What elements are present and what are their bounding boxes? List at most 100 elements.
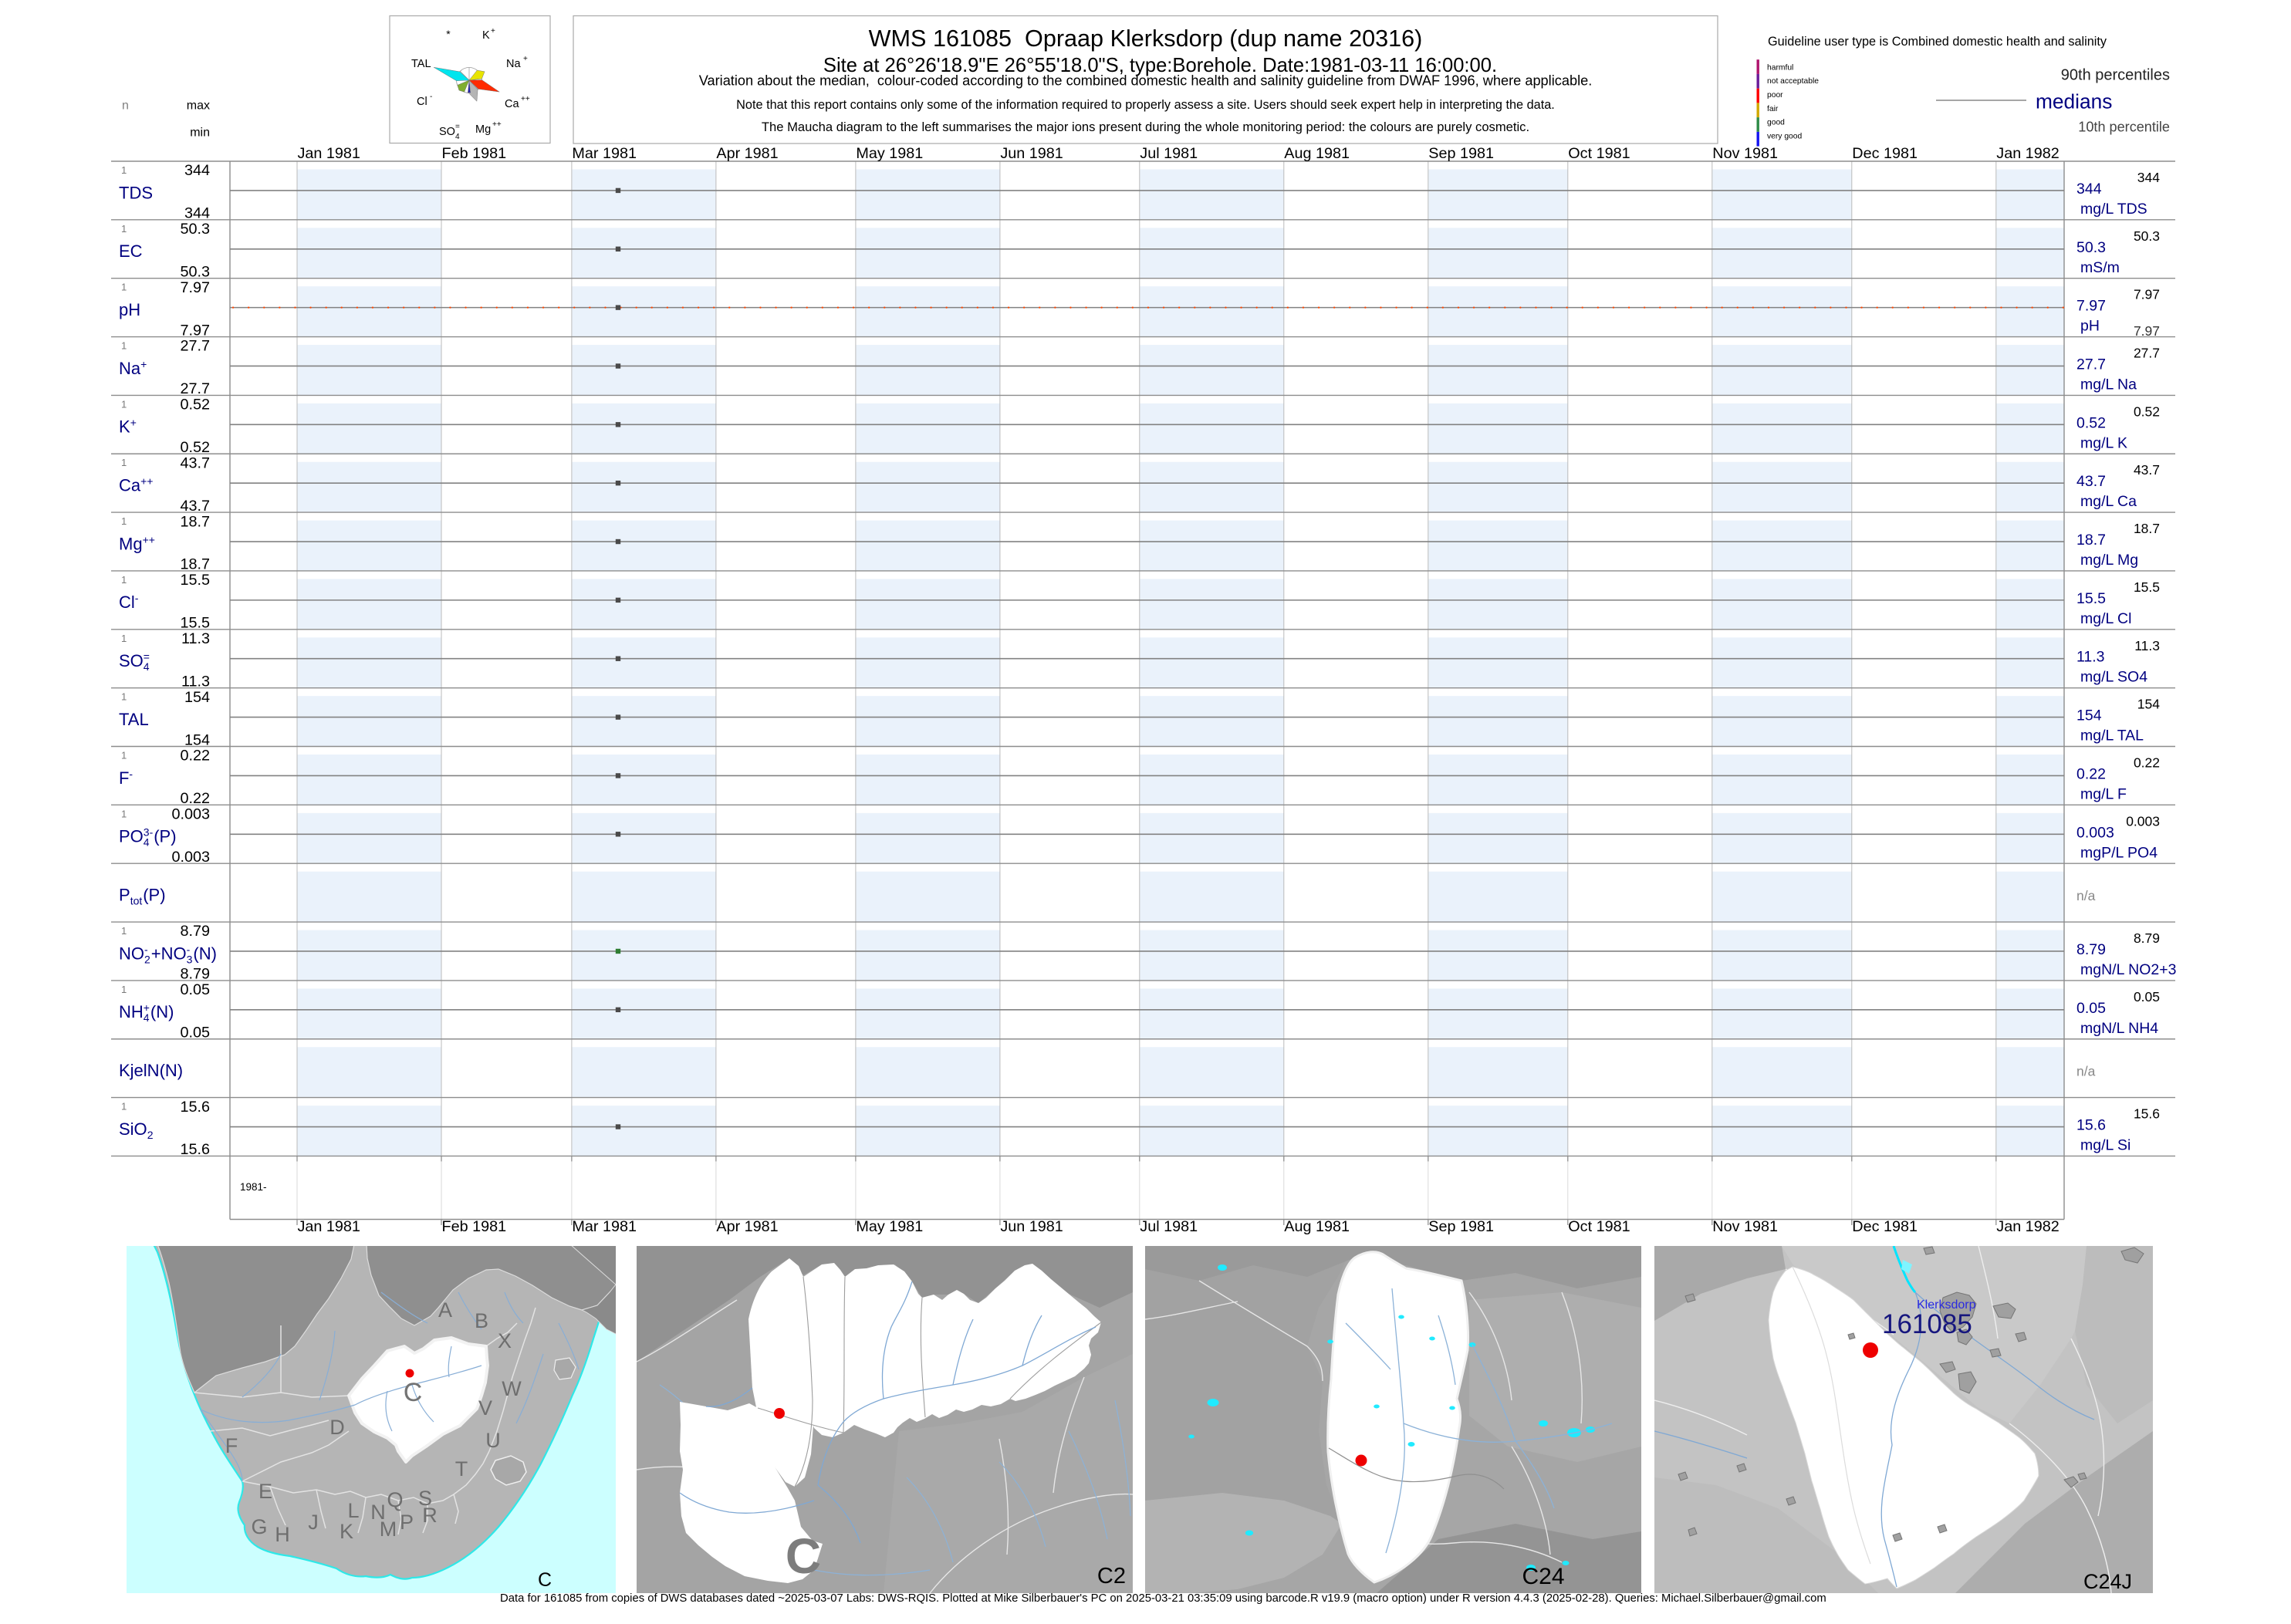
svg-text:=: =: [144, 650, 150, 663]
svg-text:161085: 161085: [1882, 1309, 1972, 1339]
svg-text:May 1981: May 1981: [856, 145, 923, 162]
svg-text:27.7: 27.7: [180, 380, 210, 397]
svg-text:0.22: 0.22: [180, 748, 210, 765]
svg-text:mgP/L PO4: mgP/L PO4: [2080, 844, 2158, 861]
svg-text:15.5: 15.5: [180, 615, 210, 632]
svg-text:0.22: 0.22: [2076, 765, 2106, 782]
svg-text:Mg: Mg: [475, 123, 491, 136]
svg-text:1: 1: [121, 750, 127, 761]
svg-text:C24J: C24J: [2083, 1570, 2132, 1593]
svg-text:7.97: 7.97: [180, 322, 210, 339]
svg-text:Jan 1981: Jan 1981: [298, 145, 360, 162]
svg-text:(N): (N): [193, 944, 217, 963]
svg-text:Ca: Ca: [119, 476, 141, 495]
svg-text:T: T: [455, 1457, 468, 1481]
svg-text:=: =: [455, 123, 460, 131]
svg-text:15.5: 15.5: [180, 572, 210, 589]
svg-text:Data for 161085 from copies of: Data for 161085 from copies of DWS datab…: [500, 1592, 1826, 1605]
svg-text:15.6: 15.6: [2134, 1106, 2160, 1122]
svg-text:1: 1: [121, 340, 127, 352]
svg-text:3-: 3-: [144, 826, 154, 839]
svg-text:mg/L Na: mg/L Na: [2080, 376, 2137, 393]
svg-text:Jul 1981: Jul 1981: [1140, 1218, 1198, 1235]
svg-text:C2: C2: [1097, 1564, 1126, 1589]
svg-text:F: F: [225, 1434, 238, 1457]
svg-text:7.97: 7.97: [2134, 287, 2160, 302]
svg-text:very good: very good: [1767, 132, 1802, 140]
svg-text:18.7: 18.7: [180, 513, 210, 530]
svg-text:15.5: 15.5: [2134, 579, 2160, 595]
svg-text:mg/L F: mg/L F: [2080, 785, 2127, 802]
svg-text:1: 1: [121, 925, 127, 937]
svg-text:43.7: 43.7: [2076, 473, 2106, 490]
svg-text:50.3: 50.3: [2134, 228, 2160, 244]
svg-text:0.22: 0.22: [2134, 755, 2160, 771]
svg-text:Aug 1981: Aug 1981: [1284, 1218, 1350, 1235]
svg-text:D: D: [329, 1416, 345, 1439]
svg-text:Q: Q: [387, 1488, 403, 1511]
svg-text:18.7: 18.7: [2134, 521, 2160, 536]
svg-text:4: 4: [455, 133, 460, 141]
svg-text:The Maucha diagram to the left: The Maucha diagram to the left summarise…: [762, 120, 1529, 134]
svg-text:-: -: [129, 768, 133, 780]
svg-text:15.6: 15.6: [180, 1141, 210, 1158]
svg-text:mgN/L NO2+3: mgN/L NO2+3: [2080, 961, 2176, 978]
svg-text:F: F: [119, 768, 129, 788]
svg-text:0.003: 0.003: [2126, 813, 2160, 829]
svg-text:W: W: [502, 1377, 522, 1400]
svg-text:344: 344: [184, 162, 210, 179]
svg-text:27.7: 27.7: [2134, 346, 2160, 361]
svg-text:7.97: 7.97: [2076, 298, 2106, 315]
svg-text:medians: medians: [2036, 90, 2112, 113]
svg-text:Na: Na: [506, 58, 521, 70]
svg-text:0.52: 0.52: [180, 397, 210, 414]
svg-text:Variation about the median, c: Variation about the median, colour-coded…: [699, 73, 1593, 89]
svg-text:8.79: 8.79: [180, 966, 210, 983]
svg-text:Dec 1981: Dec 1981: [1852, 145, 1918, 162]
svg-text:harmful: harmful: [1767, 63, 1793, 72]
svg-text:C: C: [538, 1569, 552, 1591]
svg-text:K: K: [340, 1520, 353, 1543]
svg-text:mg/L Ca: mg/L Ca: [2080, 493, 2137, 510]
svg-text:N: N: [370, 1501, 386, 1524]
svg-text:50.3: 50.3: [2076, 239, 2106, 256]
svg-text:Oct 1981: Oct 1981: [1568, 1218, 1630, 1235]
svg-text:C: C: [786, 1528, 821, 1584]
svg-text:1: 1: [121, 457, 127, 468]
svg-text:May 1981: May 1981: [856, 1218, 923, 1235]
svg-text:0.05: 0.05: [180, 1025, 210, 1042]
svg-text:43.7: 43.7: [2134, 462, 2160, 478]
svg-text:SO: SO: [439, 126, 455, 138]
svg-text:TAL: TAL: [119, 710, 149, 729]
svg-text:154: 154: [2076, 707, 2102, 724]
svg-text:P: P: [119, 886, 130, 905]
svg-text:0.003: 0.003: [2076, 824, 2114, 841]
svg-text:Jun 1981: Jun 1981: [1000, 145, 1063, 162]
svg-text:n/a: n/a: [2076, 888, 2096, 903]
svg-text:8.79: 8.79: [180, 923, 210, 940]
svg-text:Jan 1981: Jan 1981: [298, 1218, 360, 1235]
svg-text:Note that this report contains: Note that this report contains only some…: [736, 98, 1555, 112]
svg-text:0.05: 0.05: [180, 981, 210, 998]
svg-text:7.97: 7.97: [2134, 323, 2160, 339]
svg-text:Sep 1981: Sep 1981: [1428, 1218, 1494, 1235]
svg-text:1: 1: [121, 223, 127, 235]
svg-text:R: R: [422, 1504, 438, 1527]
svg-text:KjelN(N): KjelN(N): [119, 1061, 183, 1080]
svg-text:-: -: [187, 943, 191, 955]
svg-text:1: 1: [121, 808, 127, 819]
svg-text:0.003: 0.003: [171, 849, 210, 866]
svg-text:NO: NO: [119, 944, 144, 963]
svg-text:11.3: 11.3: [2134, 638, 2160, 653]
svg-text:not acceptable: not acceptable: [1767, 77, 1819, 86]
svg-text:8.79: 8.79: [2134, 930, 2160, 946]
svg-text:Klerksdorp: Klerksdorp: [1917, 1298, 1976, 1312]
svg-text:K: K: [482, 29, 490, 42]
svg-text:4: 4: [144, 1011, 150, 1024]
svg-text:15.6: 15.6: [2076, 1117, 2106, 1134]
svg-text:poor: poor: [1767, 91, 1783, 100]
svg-text:43.7: 43.7: [180, 498, 210, 515]
svg-text:1: 1: [121, 515, 127, 527]
svg-text:(P): (P): [143, 886, 165, 905]
svg-text:344: 344: [2137, 170, 2160, 185]
